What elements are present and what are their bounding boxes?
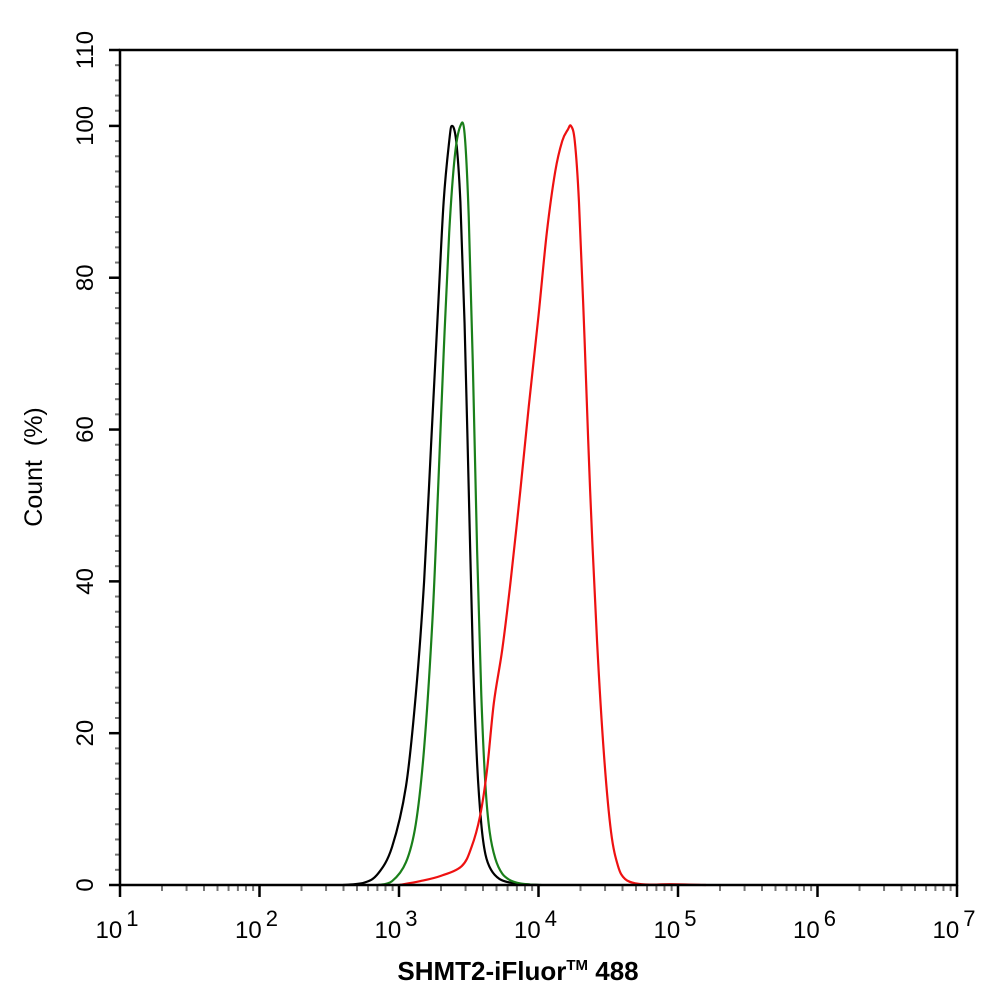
y-tick-label: 20 [72,720,99,747]
x-tick-label: 10 6 [793,906,836,944]
y-tick-label: 110 [72,31,99,69]
x-tick-label: 10 5 [654,906,697,944]
y-tick-label: 60 [72,416,99,443]
x-tick-label: 10 3 [375,906,418,944]
series-curve-0 [343,124,539,887]
x-axis-title: SHMT2-iFluorTM 488 [397,956,638,986]
y-tick-labels: 0 20 40 60 80 100 110 [72,31,99,892]
x-tick-label: 10 4 [514,906,557,944]
x-tick-label: 10 2 [235,906,278,944]
y-tick-label: 80 [72,264,99,291]
x-tick-label: 10 1 [96,906,139,944]
x-axis-ticks [118,885,959,897]
y-tick-label: 100 [72,106,99,146]
y-tick-label: 40 [72,568,99,595]
series-curve-1 [377,121,542,887]
plot-frame [118,48,959,887]
x-tick-label: 10 7 [933,906,976,944]
y-axis-title: Count (%) [20,407,48,526]
y-tick-label: 0 [72,878,99,891]
x-tick-labels: 10 1 10 2 10 3 10 4 10 5 10 6 10 7 [96,906,976,944]
series-curve-2 [398,124,706,887]
plot-curves [343,121,706,887]
y-axis-ticks [109,48,120,887]
